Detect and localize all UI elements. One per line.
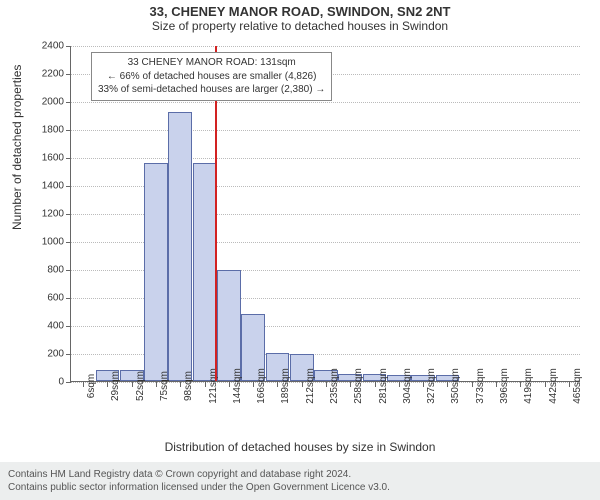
x-tick-label: 144sqm (232, 368, 243, 404)
x-tick-label: 29sqm (110, 371, 121, 401)
y-tick (66, 130, 71, 131)
x-tick (302, 382, 303, 387)
histogram-bar (193, 163, 217, 381)
y-tick (66, 382, 71, 383)
x-tick (545, 382, 546, 387)
x-tick-label: 75sqm (159, 371, 170, 401)
y-tick (66, 46, 71, 47)
x-tick-label: 350sqm (450, 368, 461, 404)
gridline (71, 130, 580, 131)
x-tick-label: 465sqm (572, 368, 583, 404)
x-tick-label: 373sqm (475, 368, 486, 404)
y-tick-label: 1400 (24, 181, 64, 192)
y-tick (66, 242, 71, 243)
histogram-plot: 0200400600800100012001400160018002000220… (70, 46, 580, 382)
footer-line-1: Contains HM Land Registry data © Crown c… (8, 468, 592, 481)
x-tick (132, 382, 133, 387)
x-tick (350, 382, 351, 387)
histogram-bar (217, 270, 241, 381)
chart-area: 0200400600800100012001400160018002000220… (70, 46, 580, 424)
y-tick-label: 1000 (24, 237, 64, 248)
x-tick (326, 382, 327, 387)
gridline (71, 46, 580, 47)
address-title: 33, CHENEY MANOR ROAD, SWINDON, SN2 2NT (0, 0, 600, 19)
x-tick (107, 382, 108, 387)
y-tick-label: 800 (24, 265, 64, 276)
x-tick (156, 382, 157, 387)
y-tick-label: 2200 (24, 69, 64, 80)
y-tick (66, 298, 71, 299)
x-tick-label: 98sqm (183, 371, 194, 401)
x-tick (205, 382, 206, 387)
x-tick (399, 382, 400, 387)
x-tick-label: 212sqm (305, 368, 316, 404)
footer-line-2: Contains public sector information licen… (8, 481, 592, 494)
y-axis-title: Number of detached properties (10, 65, 24, 230)
y-tick-label: 200 (24, 349, 64, 360)
y-tick-label: 600 (24, 293, 64, 304)
x-tick (496, 382, 497, 387)
x-tick-label: 281sqm (378, 368, 389, 404)
y-tick (66, 326, 71, 327)
y-tick (66, 214, 71, 215)
annotation-line3: 33% of semi-detached houses are larger (… (98, 83, 325, 97)
x-tick-label: 396sqm (499, 368, 510, 404)
gridline (71, 158, 580, 159)
figure: 33, CHENEY MANOR ROAD, SWINDON, SN2 2NT … (0, 0, 600, 500)
annotation-line2: ← 66% of detached houses are smaller (4,… (98, 70, 325, 84)
x-tick (447, 382, 448, 387)
y-tick (66, 158, 71, 159)
x-tick (180, 382, 181, 387)
x-tick (229, 382, 230, 387)
x-tick (253, 382, 254, 387)
x-tick (375, 382, 376, 387)
x-tick (520, 382, 521, 387)
x-tick (472, 382, 473, 387)
subtitle: Size of property relative to detached ho… (0, 19, 600, 35)
x-tick-label: 235sqm (329, 368, 340, 404)
x-tick-label: 258sqm (353, 368, 364, 404)
annotation-box: 33 CHENEY MANOR ROAD: 131sqm← 66% of det… (91, 52, 332, 101)
x-tick-label: 6sqm (86, 374, 97, 398)
y-tick-label: 1200 (24, 209, 64, 220)
y-tick-label: 2400 (24, 41, 64, 52)
y-tick-label: 2000 (24, 97, 64, 108)
gridline (71, 102, 580, 103)
x-tick (277, 382, 278, 387)
y-tick-label: 1800 (24, 125, 64, 136)
annotation-line1: 33 CHENEY MANOR ROAD: 131sqm (98, 56, 325, 70)
y-tick-label: 400 (24, 321, 64, 332)
x-tick (423, 382, 424, 387)
x-tick-label: 327sqm (426, 368, 437, 404)
histogram-bar (168, 112, 192, 381)
x-tick-label: 419sqm (523, 368, 534, 404)
y-tick (66, 270, 71, 271)
histogram-bar (144, 163, 168, 381)
y-tick (66, 186, 71, 187)
y-tick (66, 74, 71, 75)
x-tick-label: 166sqm (256, 368, 267, 404)
x-tick-label: 304sqm (402, 368, 413, 404)
x-tick (83, 382, 84, 387)
y-tick-label: 0 (24, 377, 64, 388)
x-tick (569, 382, 570, 387)
y-tick (66, 354, 71, 355)
footer: Contains HM Land Registry data © Crown c… (0, 462, 600, 500)
y-tick (66, 102, 71, 103)
x-tick-label: 52sqm (135, 371, 146, 401)
y-tick-label: 1600 (24, 153, 64, 164)
x-tick-label: 442sqm (548, 368, 559, 404)
x-tick-label: 189sqm (280, 368, 291, 404)
x-axis-title: Distribution of detached houses by size … (0, 440, 600, 454)
